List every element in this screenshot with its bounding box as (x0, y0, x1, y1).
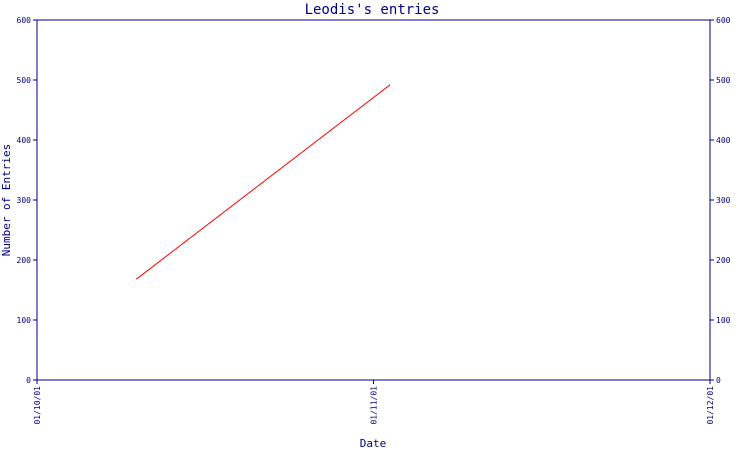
x-tick-label: 01/11/01 (370, 386, 379, 425)
y-tick-label-right: 300 (716, 196, 731, 205)
plot-frame (36, 19, 711, 381)
y-tick-label-right: 200 (716, 256, 731, 265)
series-layer (135, 84, 391, 280)
y-tick-label-right: 600 (716, 16, 731, 25)
y-tick-label-left: 300 (17, 196, 32, 205)
chart-title: Leodis's entries (305, 2, 440, 18)
y-tick-label-right: 100 (716, 316, 731, 325)
x-tick-label: 01/12/01 (706, 386, 715, 425)
y-tick-label-left: 0 (26, 376, 31, 385)
y-tick-label-left: 200 (17, 256, 32, 265)
y-tick-label-left: 600 (17, 16, 32, 25)
x-axis: 01/10/01 01/11/01 01/12/01 (33, 380, 715, 425)
y-axis-left: 0 100 200 300 400 500 600 (17, 16, 37, 385)
x-tick-label: 01/10/01 (33, 386, 42, 425)
y-tick-label-left: 100 (17, 316, 32, 325)
y-tick-label-right: 400 (716, 136, 731, 145)
series-line (135, 84, 391, 280)
y-tick-label-left: 500 (17, 76, 32, 85)
x-axis-title: Date (360, 437, 387, 450)
y-axis-right: 0 100 200 300 400 500 600 (710, 16, 731, 385)
y-tick-label-right: 500 (716, 76, 731, 85)
y-tick-label-left: 400 (17, 136, 32, 145)
y-tick-label-right: 0 (716, 376, 721, 385)
y-axis-title: Number of Entries (0, 144, 13, 257)
